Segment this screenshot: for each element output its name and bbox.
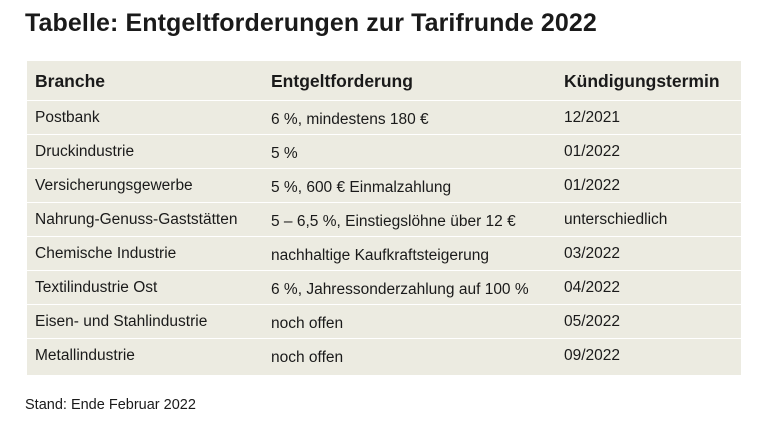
cell-branche: Postbank bbox=[35, 109, 100, 126]
table-row: Postbank 6 %, mindestens 180 € 12/2021 bbox=[27, 101, 741, 135]
cell-branche: Eisen- und Stahlindustrie bbox=[35, 313, 208, 330]
cell-branche: Chemische Industrie bbox=[35, 245, 177, 262]
page-title: Tabelle: Entgeltforderungen zur Tarifrun… bbox=[25, 9, 597, 37]
cell-entgeltforderung: noch offen bbox=[271, 349, 344, 366]
column-header-branche: Branche bbox=[35, 71, 106, 91]
cell-entgeltforderung: 5 %, 600 € Einmalzahlung bbox=[271, 179, 452, 196]
cell-branche: Druckindustrie bbox=[35, 143, 135, 160]
cell-kuendigungstermin: 05/2022 bbox=[564, 313, 621, 330]
column-header-entgeltforderung: Entgeltforderung bbox=[271, 71, 413, 91]
cell-entgeltforderung: 6 %, mindestens 180 € bbox=[271, 111, 429, 128]
table-row: Metallindustrie noch offen 09/2022 bbox=[27, 339, 741, 375]
cell-kuendigungstermin: 04/2022 bbox=[564, 279, 621, 296]
cell-entgeltforderung: 6 %, Jahressonderzahlung auf 100 % bbox=[271, 281, 529, 298]
table-header-row: Branche Entgeltforderung Kündigungstermi… bbox=[27, 61, 741, 101]
cell-kuendigungstermin: 09/2022 bbox=[564, 347, 621, 364]
cell-entgeltforderung: noch offen bbox=[271, 315, 344, 332]
table-row: Druckindustrie 5 % 01/2022 bbox=[27, 135, 741, 169]
table-row: Textilindustrie Ost 6 %, Jahressonderzah… bbox=[27, 271, 741, 305]
footnote-stand: Stand: Ende Februar 2022 bbox=[25, 397, 196, 413]
cell-branche: Textilindustrie Ost bbox=[35, 279, 158, 296]
cell-entgeltforderung: 5 – 6,5 %, Einstiegslöhne über 12 € bbox=[271, 213, 516, 230]
cell-kuendigungstermin: 03/2022 bbox=[564, 245, 621, 262]
cell-branche: Nahrung-Genuss-Gaststätten bbox=[35, 211, 238, 228]
cell-kuendigungstermin: 01/2022 bbox=[564, 177, 621, 194]
column-header-kuendigungstermin: Kündigungstermin bbox=[564, 71, 720, 91]
cell-branche: Metallindustrie bbox=[35, 347, 135, 364]
table-row: Eisen- und Stahlindustrie noch offen 05/… bbox=[27, 305, 741, 339]
cell-kuendigungstermin: 12/2021 bbox=[564, 109, 621, 126]
cell-kuendigungstermin: unterschiedlich bbox=[564, 211, 668, 228]
cell-branche: Versicherungsgewerbe bbox=[35, 177, 193, 194]
table-row: Versicherungsgewerbe 5 %, 600 € Einmalza… bbox=[27, 169, 741, 203]
data-table: Branche Entgeltforderung Kündigungstermi… bbox=[27, 61, 741, 375]
table-row: Chemische Industrie nachhaltige Kaufkraf… bbox=[27, 237, 741, 271]
table-row: Nahrung-Genuss-Gaststätten 5 – 6,5 %, Ei… bbox=[27, 203, 741, 237]
cell-entgeltforderung: 5 % bbox=[271, 145, 298, 162]
cell-kuendigungstermin: 01/2022 bbox=[564, 143, 621, 160]
cell-entgeltforderung: nachhaltige Kaufkraftsteigerung bbox=[271, 247, 490, 264]
